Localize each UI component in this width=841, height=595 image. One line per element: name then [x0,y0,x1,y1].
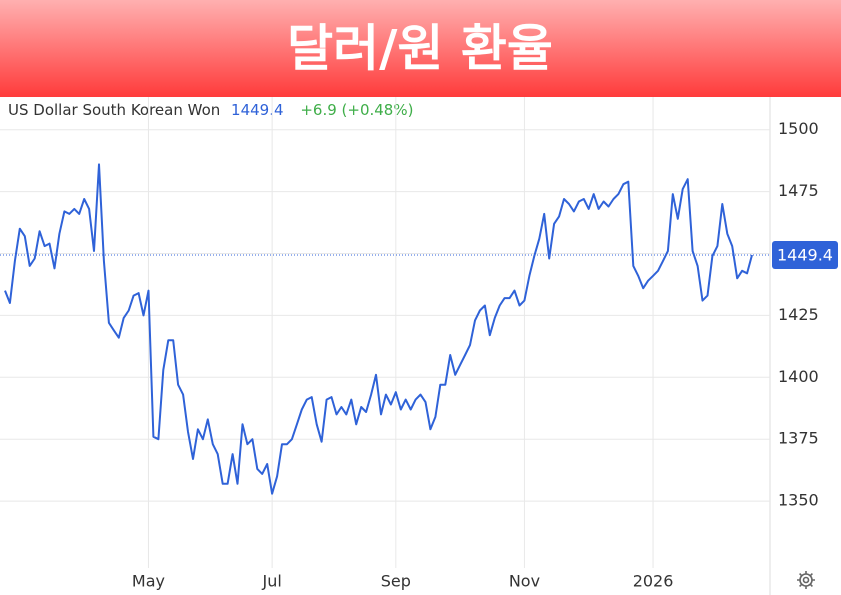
y-tick-label: 1475 [778,181,819,200]
price-line [4,163,753,495]
x-tick-label: 2026 [633,572,674,591]
subtitle: US Dollar South Korean Won [8,101,220,119]
x-tick-label: May [132,572,165,591]
chart-title: 달러/원 환율 [287,20,553,78]
y-tick-label: 1425 [778,305,819,324]
last-price: 1449.4 [231,101,284,119]
last-price-box [772,240,838,269]
header-band [0,0,841,97]
subtitle-line: US Dollar South Korean Won 1449.4 +6.9 (… [8,101,413,119]
y-tick-label: 1350 [778,491,819,510]
y-tick-label: 1375 [778,429,819,448]
y-tick-label: 1400 [778,367,819,386]
price-change: +6.9 (+0.48%) [300,101,413,119]
last-price-label: 1449.4 [777,245,833,264]
settings-icon[interactable] [797,571,815,589]
y-tick-label: 1500 [778,119,819,138]
x-tick-label: Jul [261,572,281,591]
x-tick-label: Sep [381,572,411,591]
x-tick-label: Nov [509,572,540,591]
